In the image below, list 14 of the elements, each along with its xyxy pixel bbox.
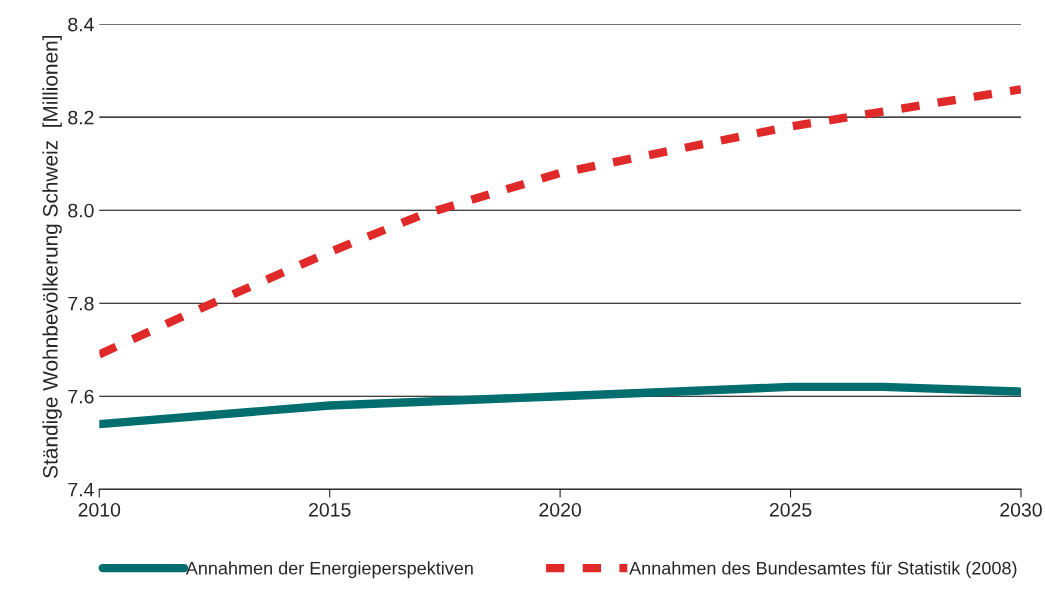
y-tick-label: 8.0 xyxy=(68,203,94,218)
x-tick-label: 2015 xyxy=(309,502,351,517)
x-tick-label: 2010 xyxy=(78,502,121,517)
y-tick-label: 8.4 xyxy=(68,17,94,32)
x-tick-label: 2020 xyxy=(539,502,581,517)
y-tick-label: 7.4 xyxy=(68,482,94,497)
y-tick-label: 7.8 xyxy=(68,296,94,311)
y-tick-label: 8.2 xyxy=(68,110,94,125)
x-tick-label: 2030 xyxy=(1000,502,1042,517)
x-tick-label: 2025 xyxy=(769,502,812,517)
legend-label: Annahmen der Energieperspektiven xyxy=(185,561,473,579)
y-axis-title: Ständige Wohnbevölkerung Schweiz [Millionen] xyxy=(42,36,62,478)
legend-label: Annahmen des Bundesamtes für Statistik (2008) xyxy=(629,561,1017,579)
y-tick-label: 7.6 xyxy=(68,389,94,404)
